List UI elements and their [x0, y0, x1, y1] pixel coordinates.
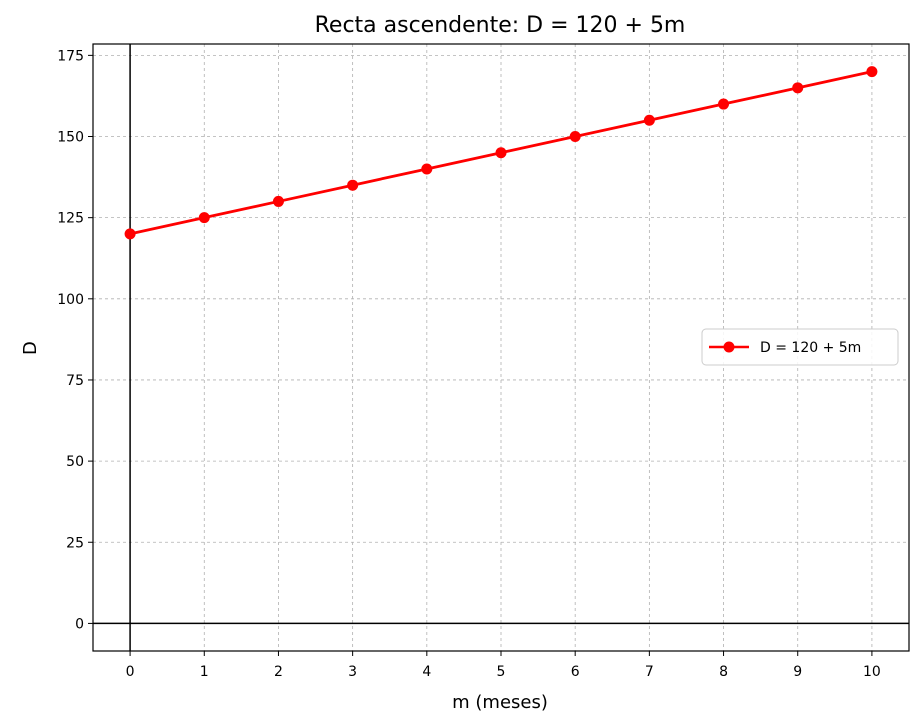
data-point [792, 82, 804, 94]
x-tick-label: 1 [200, 664, 209, 680]
y-tick-label: 175 [57, 48, 84, 64]
y-tick-label: 50 [66, 454, 84, 470]
data-point [198, 212, 210, 224]
legend-marker [723, 341, 735, 353]
zero-lines [93, 44, 909, 651]
data-point [866, 66, 878, 78]
legend-label: D = 120 + 5m [760, 340, 861, 356]
y-tick-label: 100 [57, 292, 84, 308]
x-axis-label: m (meses) [452, 692, 548, 713]
data-point [272, 195, 284, 207]
x-tick-label: 5 [497, 664, 506, 680]
data-point [569, 131, 581, 143]
y-tick-label: 0 [75, 616, 84, 632]
x-tick-label: 10 [863, 664, 881, 680]
data-point [347, 179, 359, 191]
x-tick-label: 9 [793, 664, 802, 680]
data-point [718, 98, 730, 110]
data-point [124, 228, 136, 240]
x-tick-label: 0 [126, 664, 135, 680]
y-tick-label: 75 [66, 373, 84, 389]
y-axis-ticks: 0 25 50 75 100 125 150 175 [57, 48, 93, 632]
grid [93, 44, 909, 651]
y-axis-label: D [20, 341, 41, 355]
x-tick-label: 6 [571, 664, 580, 680]
x-tick-label: 4 [422, 664, 431, 680]
y-tick-label: 25 [66, 535, 84, 551]
data-point [643, 114, 655, 126]
y-tick-label: 125 [57, 211, 84, 227]
x-tick-label: 8 [719, 664, 728, 680]
y-tick-label: 150 [57, 130, 84, 146]
x-tick-label: 3 [348, 664, 357, 680]
legend: D = 120 + 5m [701, 328, 899, 366]
x-tick-label: 2 [274, 664, 283, 680]
legend-box [701, 328, 899, 366]
series-layer [124, 66, 878, 240]
x-tick-label: 7 [645, 664, 654, 680]
x-axis-ticks: 0 1 2 3 4 5 6 7 8 9 10 [126, 651, 881, 680]
data-point [495, 147, 507, 159]
data-point [421, 163, 433, 175]
chart-title: Recta ascendente: D = 120 + 5m [315, 13, 686, 38]
